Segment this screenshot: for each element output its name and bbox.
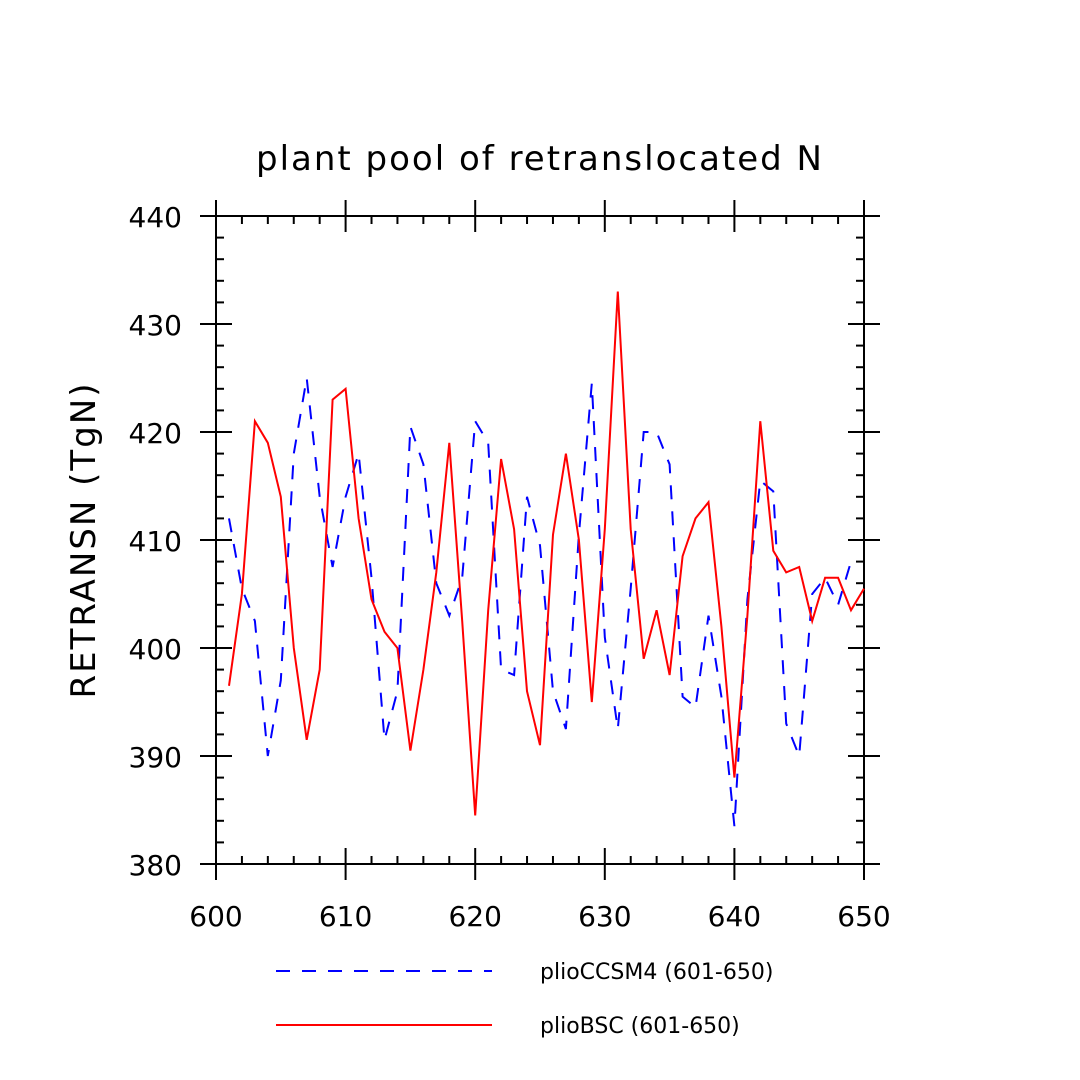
axis-ticks — [200, 200, 880, 880]
legend-label-pliocCSM4: plioCCSM4 (601-650) — [540, 960, 773, 985]
y-tick-label: 380 — [129, 849, 182, 882]
y-tick-label: 410 — [129, 525, 182, 558]
x-tick-label: 640 — [708, 900, 761, 933]
legend: plioCCSM4 (601-650) plioBSC (601-650) — [276, 960, 773, 1039]
series-line-0 — [228, 377, 852, 827]
y-axis-label: RETRANSN (TgN) — [64, 382, 104, 699]
plot-frame — [215, 215, 865, 865]
x-tick-label: 620 — [448, 900, 501, 933]
y-tick-label: 400 — [129, 633, 182, 666]
y-tick-label: 420 — [129, 417, 182, 450]
y-tick-label: 440 — [129, 201, 182, 234]
legend-label-pliobsc: plioBSC (601-650) — [540, 1014, 740, 1039]
x-tick-label: 600 — [189, 900, 242, 933]
y-tick-label: 430 — [129, 309, 182, 342]
x-tick-label: 630 — [578, 900, 631, 933]
series-lines — [228, 291, 865, 827]
x-tick-label: 650 — [837, 900, 890, 933]
chart-title: plant pool of retranslocated N — [256, 139, 824, 179]
series-line-1 — [228, 291, 865, 816]
x-tick-label: 610 — [319, 900, 372, 933]
axis-tick-labels: 600 610 620 630 640 650 380 390 400 410 420 430 440 — [129, 201, 891, 933]
y-tick-label: 390 — [129, 741, 182, 774]
